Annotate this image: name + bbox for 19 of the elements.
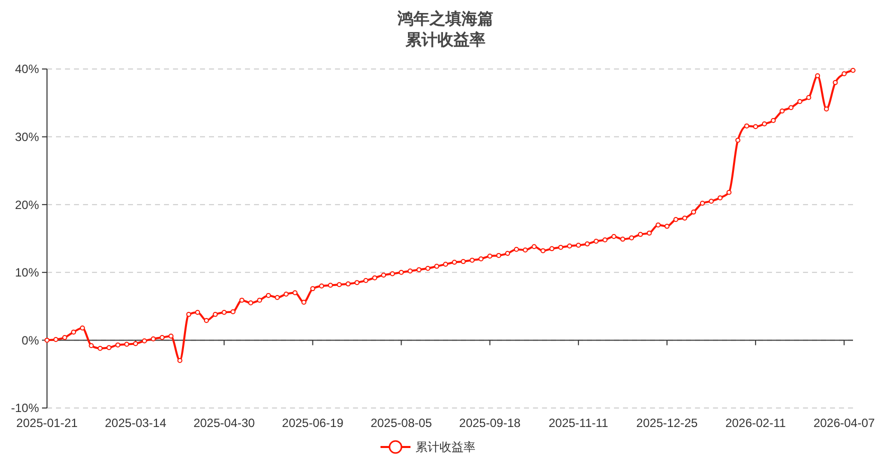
x-tick-label: 2025-11-11 (548, 416, 609, 430)
y-tick-label: 30% (14, 130, 40, 144)
y-tick-label: -10% (10, 401, 40, 416)
x-tick-label: 2025-08-05 (370, 416, 432, 430)
x-tick-label: 2026-04-07 (813, 416, 876, 430)
x-tick-label: 2025-12-25 (636, 416, 698, 430)
y-tick-label: 10% (14, 266, 40, 280)
x-tick-label: 2025-01-21 (16, 416, 78, 430)
x-tick-label: 2025-06-19 (282, 416, 344, 430)
chart-subtitle: 累计收益率 (404, 30, 486, 49)
x-tick-label: 2025-03-14 (104, 416, 167, 430)
x-tick-label: 2025-09-18 (459, 416, 521, 430)
x-tick-label: 2026-02-11 (725, 416, 786, 430)
y-tick-label: 20% (14, 198, 40, 212)
x-tick-label: 2025-04-30 (193, 416, 256, 430)
legend-label: 累计收益率 (416, 440, 476, 454)
y-tick-label: 40% (14, 62, 40, 76)
y-tick-label: 0% (22, 333, 40, 348)
chart-title: 鸿年之填海篇 (396, 10, 494, 28)
